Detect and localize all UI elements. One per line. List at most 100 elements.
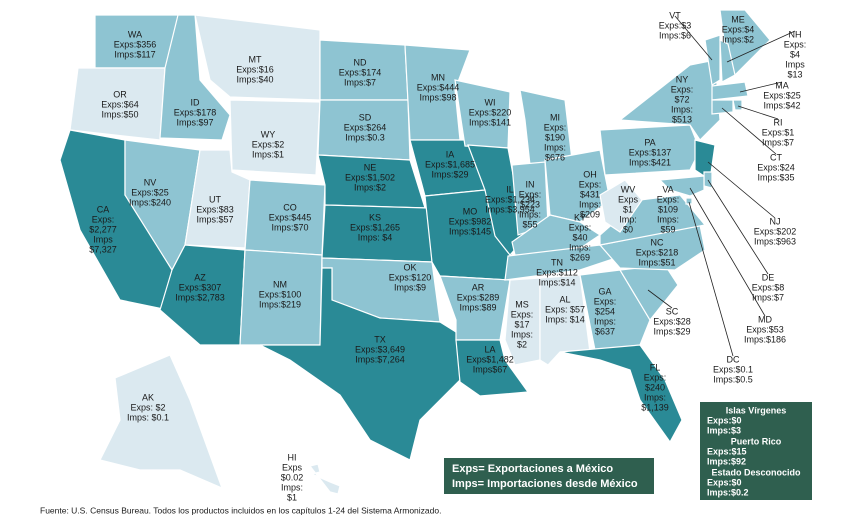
leader-line	[707, 179, 769, 275]
state-value: $72	[674, 94, 689, 104]
state-value: $676	[545, 152, 565, 162]
leader-line	[737, 105, 779, 120]
legend-box	[444, 458, 654, 494]
state-value: Exps: $2	[130, 402, 165, 412]
state-value: Exps:$64	[101, 99, 139, 109]
state-value: Imps:	[569, 242, 591, 252]
state-value: Imps:$2	[722, 34, 754, 44]
state-name: UT	[209, 194, 221, 204]
state-value: Imps:$42	[763, 100, 800, 110]
state-value: Imps	[785, 59, 805, 69]
state-shape	[69, 67, 166, 141]
state-value: Imps:$2,783	[175, 292, 225, 302]
state-value: $2,277	[89, 224, 117, 234]
state-value: Exps:$445	[269, 212, 312, 222]
state-name: LA	[484, 344, 495, 354]
state-value: $17	[514, 319, 529, 329]
state-value: Exps:	[519, 189, 542, 199]
state-value: Imps: $0.1	[127, 412, 169, 422]
state-value: Imps:$7,264	[355, 354, 405, 364]
state-value: Exps:$25	[763, 90, 801, 100]
state-name: KS	[369, 212, 381, 222]
territory-value: Imps:$0.2	[707, 487, 749, 497]
state-value: Imps:$2	[354, 182, 386, 192]
state-name: PA	[644, 137, 655, 147]
state-name: AL	[559, 294, 570, 304]
state-value: Imps:$29	[653, 326, 690, 336]
state-value: Imps:$6	[659, 30, 691, 40]
state-name: SC	[666, 306, 679, 316]
state-value: Exps:$120	[389, 272, 432, 282]
state-value: Imps:	[281, 482, 303, 492]
state-name: WA	[128, 29, 142, 39]
territory-value: Imps:$3	[707, 425, 741, 435]
state-shape	[618, 59, 721, 141]
state-name: KY	[574, 212, 586, 222]
state-value: $55	[522, 219, 537, 229]
leader-line	[647, 289, 673, 309]
state-value: Imps:$7	[752, 292, 784, 302]
state-value: Imps	[93, 234, 113, 244]
state-name: ND	[354, 57, 367, 67]
territories-box	[700, 402, 812, 500]
state-name: CT	[770, 152, 782, 162]
state-shape	[685, 197, 693, 205]
leader-line	[721, 107, 777, 155]
state-name: NM	[273, 279, 287, 289]
state-value: Imps:$14	[538, 277, 575, 287]
state-value: Exps:	[92, 214, 115, 224]
state-name: IL	[506, 184, 514, 194]
state-value: Imps:$97	[176, 117, 213, 127]
state-value: $209	[580, 209, 600, 219]
state-name: MD	[758, 314, 772, 324]
state-shape	[504, 277, 541, 366]
state-name: OR	[113, 89, 127, 99]
state-value: $190	[545, 132, 565, 142]
state-value: Imp:	[619, 214, 637, 224]
state-value: Imps:$963	[754, 236, 796, 246]
state-value: $1	[287, 492, 297, 502]
state-value: Exps:$3,649	[355, 344, 405, 354]
state-value: Exps:	[579, 179, 602, 189]
state-value: Imps:$57	[196, 214, 233, 224]
state-shape	[194, 14, 321, 101]
state-value: Exps:$220	[469, 107, 512, 117]
state-value: Exps:$24	[757, 162, 795, 172]
state-value: Imps:$141	[469, 117, 511, 127]
source-note: Fuente: U.S. Census Bureau. Todos los pr…	[40, 505, 441, 515]
state-value: Imps:$35	[757, 172, 794, 182]
state-shape	[544, 149, 611, 223]
state-name: MS	[515, 299, 529, 309]
state-value: Imps:$240	[129, 197, 171, 207]
state-value: Imps:	[671, 104, 693, 114]
state-value: Imps:$117	[114, 49, 155, 59]
state-name: NE	[364, 162, 377, 172]
state-value: Exps:	[644, 372, 667, 382]
state-name: OK	[403, 262, 416, 272]
state-name: OH	[583, 169, 597, 179]
state-name: CO	[283, 202, 297, 212]
state-value: Exps	[282, 462, 303, 472]
state-value: Exps:$356	[114, 39, 157, 49]
state-value: Imps:$7	[762, 137, 794, 147]
territory-title: Puerto Rico	[731, 436, 782, 446]
state-name: VT	[669, 10, 681, 20]
state-value: Imps:$7	[344, 77, 376, 87]
state-shape	[704, 34, 721, 86]
state-value: Imps:$89	[459, 302, 496, 312]
leader-line	[688, 201, 734, 357]
state-value: $40	[572, 232, 587, 242]
state-name: NC	[651, 237, 664, 247]
state-value: Exps:$100	[259, 289, 302, 299]
state-shapes	[59, 9, 771, 495]
legend: Exps= Exportaciones a México Imps= Impor…	[452, 463, 638, 490]
state-shape	[599, 179, 643, 233]
state-shape	[455, 339, 530, 397]
state-value: $0.02	[281, 472, 304, 482]
state-value: Exps:$174	[339, 67, 382, 77]
state-name: WY	[261, 129, 276, 139]
state-value: Exps:$218	[636, 247, 679, 257]
state-value: $0	[623, 224, 633, 234]
